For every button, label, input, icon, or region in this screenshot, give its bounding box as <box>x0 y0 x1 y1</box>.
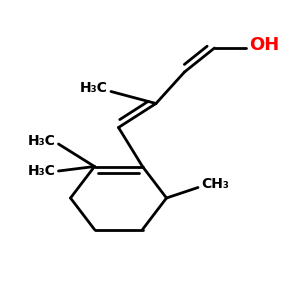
Text: OH: OH <box>249 36 279 54</box>
Text: H₃C: H₃C <box>80 82 108 95</box>
Text: CH₃: CH₃ <box>201 178 229 191</box>
Text: H₃C: H₃C <box>28 164 56 178</box>
Text: H₃C: H₃C <box>28 134 56 148</box>
